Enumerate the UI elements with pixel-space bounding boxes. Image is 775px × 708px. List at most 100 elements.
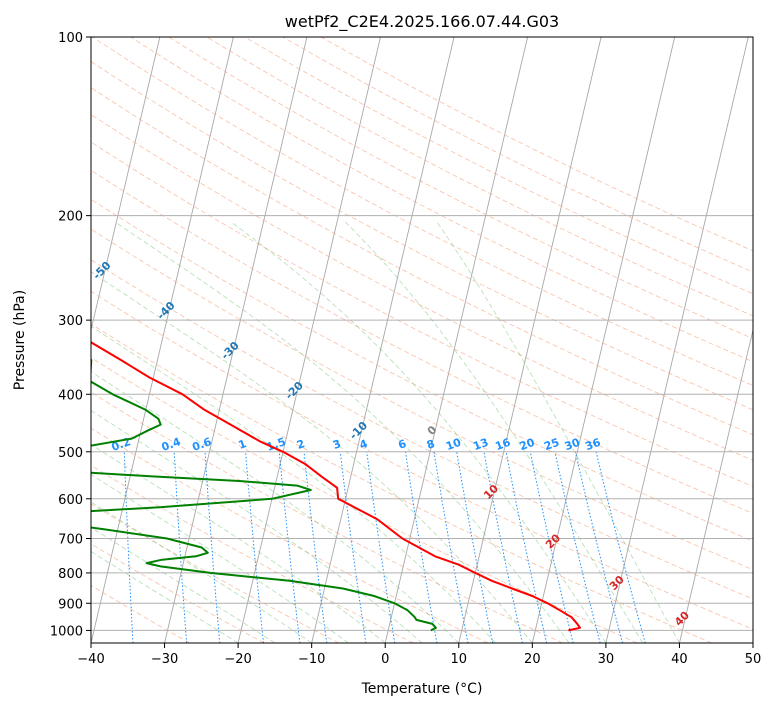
x-tick-label: −10 — [298, 652, 325, 667]
mixing-ratio-label: 8 — [425, 437, 437, 452]
x-tick-label: 20 — [524, 652, 541, 667]
dry-adiabat-line — [91, 87, 753, 436]
moist-adiabat-line — [114, 221, 570, 643]
y-tick-label: 300 — [58, 314, 83, 329]
x-tick-label: −20 — [224, 652, 251, 667]
dry-adiabat-line — [206, 37, 753, 317]
isotherm-line — [384, 37, 529, 643]
dry-adiabat-line — [91, 584, 190, 643]
moist-adiabat-line — [91, 474, 349, 643]
x-axis: −40 −30 −20 −10 0 10 20 30 40 50 — [77, 643, 761, 667]
mixing-ratio-line — [529, 451, 574, 643]
mixing-ratio-line — [505, 451, 548, 643]
mixing-ratio-label: 2 — [295, 437, 307, 452]
isotherm-line — [164, 37, 308, 643]
mixing-ratio-line — [366, 451, 396, 643]
dewpoint-profile — [91, 358, 437, 632]
mixing-ratio-line — [554, 451, 601, 643]
dry-adiabat-line — [91, 357, 638, 643]
y-tick-label: 1000 — [50, 624, 83, 639]
mixing-ratio-line — [123, 451, 134, 643]
mixing-ratio-line — [595, 451, 646, 643]
mixing-ratio-label: 4 — [358, 437, 370, 452]
x-tick-label: 10 — [451, 652, 468, 667]
dry-adiabat-line — [92, 37, 753, 386]
y-tick-label: 700 — [58, 533, 83, 548]
moist-adiabat-line — [91, 325, 496, 643]
mixing-ratio-label: 6 — [396, 437, 408, 452]
dry-adiabat-line — [91, 228, 753, 571]
isotherm-line — [311, 37, 455, 643]
mixing-ratio-label: 1 — [237, 437, 249, 452]
dry-adiabat-line — [91, 543, 265, 643]
mixing-ratio-line — [456, 451, 494, 643]
isotherm-line — [752, 641, 753, 643]
mixing-ratio-label: 10 — [444, 436, 463, 454]
dry-adiabat-line — [244, 37, 753, 295]
isotherm-line — [605, 37, 749, 643]
x-tick-label: −30 — [151, 652, 178, 667]
y-tick-label: 100 — [58, 31, 83, 46]
mixing-ratio-label: 20 — [518, 436, 537, 454]
x-tick-label: 40 — [671, 652, 688, 667]
mixing-ratio-label: 1.5 — [265, 435, 288, 454]
dry-adiabat-line — [91, 503, 339, 643]
mixing-ratio-label: 30 — [563, 436, 582, 454]
isotherm-label: 0 — [425, 423, 440, 438]
mixing-ratio-line — [204, 451, 221, 643]
isotherm-line — [237, 37, 381, 643]
mixing-ratio-line — [278, 451, 301, 643]
x-tick-label: −40 — [77, 652, 104, 667]
isotherm-line — [91, 37, 161, 332]
dry-adiabat-line — [91, 61, 753, 411]
mixing-ratio-label: 25 — [542, 436, 561, 453]
y-tick-label: 600 — [58, 493, 83, 508]
mixing-ratio-label: 3 — [331, 437, 343, 452]
dry-adiabat-line — [130, 37, 753, 363]
isotherm-label: -40 — [154, 299, 177, 322]
mixing-ratio-line — [173, 451, 188, 643]
y-tick-label: 400 — [58, 388, 83, 403]
mixing-ratio-label: 36 — [584, 436, 603, 454]
y-tick-label: 900 — [58, 597, 83, 612]
dry-adiabat-line — [91, 464, 414, 643]
y-axis-title: Pressure (hPa) — [12, 290, 28, 390]
moist-adiabat-line — [436, 221, 680, 643]
mixing-ratio-line — [574, 451, 624, 643]
moist-adiabat-line — [91, 551, 239, 643]
dry-adiabat-line — [91, 427, 489, 643]
isotherm-line — [679, 327, 753, 643]
isotherm-line — [531, 37, 676, 643]
mixing-ratio-line — [433, 451, 469, 643]
isotherm-line — [0, 37, 13, 643]
isotherm-label: -50 — [90, 259, 113, 282]
isotherm-label: 30 — [607, 573, 627, 593]
isotherm-label: -30 — [219, 339, 242, 362]
dry-adiabat-line — [91, 290, 753, 630]
y-tick-label: 500 — [58, 446, 83, 461]
moist-adiabat-line — [345, 221, 644, 643]
isotherm-line — [91, 37, 234, 643]
dry-adiabat-line — [91, 169, 753, 514]
moist-adiabat-line — [91, 526, 276, 643]
mixing-ratio-label: 16 — [493, 436, 512, 454]
isotherm-label: 20 — [543, 531, 563, 551]
mixing-ratio-label: 0.6 — [190, 435, 213, 454]
sounding-profiles — [91, 341, 581, 632]
x-axis-title: Temperature (°C) — [361, 681, 483, 697]
isotherm-label: -20 — [283, 379, 306, 402]
moist-adiabat-line — [230, 221, 607, 643]
plot-frame — [90, 36, 754, 644]
temperature-profile — [91, 341, 581, 632]
dry-adiabat-line — [91, 323, 712, 643]
moist-adiabat-line — [91, 410, 423, 643]
dry-adiabat-line — [320, 37, 753, 252]
x-tick-label: 0 — [381, 652, 389, 667]
mixing-ratio-line — [339, 451, 367, 643]
background-lines — [0, 37, 753, 643]
mixing-ratio-label: 0.2 — [110, 435, 133, 454]
mixing-ratio-line — [483, 451, 523, 643]
dry-adiabat-line — [91, 391, 563, 643]
dry-adiabat-line — [168, 37, 753, 340]
